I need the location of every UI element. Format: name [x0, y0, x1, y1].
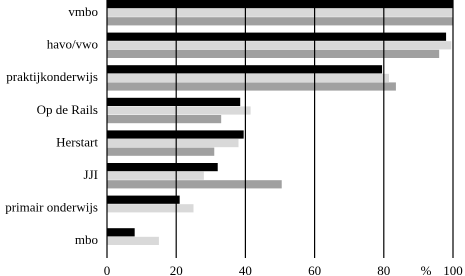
- bar: [107, 163, 218, 172]
- x-axis-label: %: [421, 263, 432, 276]
- bar: [107, 97, 241, 106]
- bar: [107, 82, 396, 91]
- bar: [107, 115, 222, 124]
- bar: [107, 195, 180, 204]
- y-tick-label: havo/vwo: [47, 37, 98, 52]
- bar: [107, 0, 453, 9]
- bar: [107, 106, 251, 115]
- y-tick-label: JJI: [84, 167, 98, 182]
- y-tick-label: Op de Rails: [37, 102, 98, 117]
- bar: [107, 147, 215, 156]
- x-tick-label: 20: [170, 263, 183, 276]
- bar: [107, 32, 447, 41]
- x-tick-label: 0: [104, 263, 111, 276]
- x-tick-label: 80: [377, 263, 390, 276]
- bar: [107, 228, 135, 237]
- y-tick-label: vmbo: [68, 4, 98, 19]
- bar: [107, 49, 440, 58]
- bar: [107, 17, 453, 26]
- bar: [107, 130, 244, 139]
- x-tick-label: 60: [308, 263, 321, 276]
- bar: [107, 65, 383, 74]
- bar: [107, 171, 204, 180]
- bar: [107, 41, 452, 50]
- y-tick-label: praktijkonderwijs: [6, 69, 98, 84]
- y-tick-label: Herstart: [56, 134, 98, 149]
- bar: [107, 204, 194, 213]
- bar: [107, 236, 159, 245]
- bar: [107, 180, 282, 189]
- bar: [107, 73, 389, 82]
- x-tick-label: 100: [443, 263, 463, 276]
- bar: [107, 139, 239, 148]
- y-tick-label: primair onderwijs: [5, 200, 98, 215]
- y-tick-label: mbo: [75, 232, 98, 247]
- bar: [107, 8, 453, 17]
- x-tick-label: 40: [239, 263, 252, 276]
